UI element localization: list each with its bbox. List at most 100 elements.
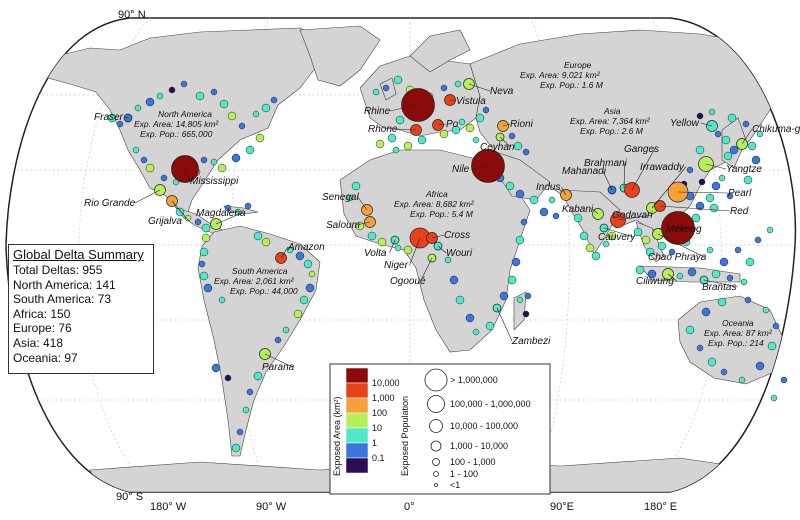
region-name: South America — [232, 266, 288, 276]
delta-marker — [585, 243, 595, 253]
delta-marker — [458, 118, 466, 126]
delta-marker — [770, 394, 778, 402]
delta-marker — [513, 141, 523, 151]
delta-label-yellow: Yellow — [670, 118, 700, 129]
delta-marker — [499, 291, 509, 301]
global-delta-summary: Global Delta Summary Total Deltas: 955 N… — [8, 244, 154, 374]
delta-marker — [394, 244, 402, 252]
delta-marker — [767, 341, 777, 351]
delta-marker — [440, 84, 448, 92]
delta-marker — [346, 194, 354, 202]
delta-marker — [520, 218, 528, 226]
summary-row-oceania: Oceania: 97 — [13, 350, 78, 365]
delta-label-rioni: Rioni — [510, 119, 534, 130]
legend-pop-circle — [429, 419, 443, 433]
delta-marker — [472, 328, 480, 336]
legend-pop-label: 1 - 100 — [450, 469, 478, 479]
delta-leader — [496, 307, 513, 342]
africa — [339, 149, 531, 353]
delta-marker — [635, 265, 645, 275]
legend-population-scale: > 1,000,000 100,000 - 1,000,000 10,000 - 1… — [424, 368, 531, 490]
delta-marker — [719, 257, 729, 267]
delta-label-brantas: Brantas — [702, 282, 736, 293]
delta-marker — [657, 241, 667, 251]
delta-marker — [475, 113, 485, 123]
delta-marker — [252, 110, 260, 118]
delta-leader — [700, 122, 713, 127]
region-pop: Exp. Pop.: 5.4 M — [410, 209, 474, 219]
delta-label-rhone: Rhone — [368, 124, 398, 135]
delta-marker — [217, 163, 227, 173]
delta-marker — [403, 245, 413, 255]
delta-marker — [711, 269, 721, 279]
region-asia: Asia Exp. Area: 7,364 km² Exp. Pop.: 2.6… — [570, 106, 651, 136]
delta-leader — [449, 99, 457, 102]
delta-marker — [242, 406, 250, 414]
legend-area-swatch — [345, 367, 369, 384]
delta-marker — [261, 237, 271, 247]
madagascar — [513, 291, 527, 331]
delta-marker — [726, 192, 734, 200]
delta-marker — [641, 235, 651, 245]
delta-marker — [372, 88, 380, 96]
region-name: North America — [158, 109, 212, 119]
delta-label-senegal: Senegal — [322, 192, 359, 203]
delta-marker — [780, 376, 788, 384]
region-summaries: North America Exp. Area: 14,805 km² Exp.… — [134, 60, 773, 348]
delta-marker — [695, 145, 705, 155]
delta-marker — [762, 306, 770, 314]
delta-marker — [711, 181, 721, 191]
delta-marker — [231, 443, 241, 453]
delta-marker — [729, 145, 739, 155]
legend-area-swatch — [345, 382, 369, 399]
delta-marker — [515, 235, 525, 245]
delta-marker — [156, 92, 164, 100]
delta-marker — [377, 237, 387, 247]
region-pop: Exp. Pop.: 2.6 M — [580, 126, 644, 136]
delta-marker — [508, 132, 516, 140]
region-area: Exp. Area: 14,805 km² — [134, 119, 219, 129]
delta-leader — [437, 123, 447, 126]
delta-marker — [224, 204, 232, 212]
summary-row-africa: Africa: 150 — [13, 306, 71, 321]
delta-label-cauvery: Cauvery — [598, 232, 636, 243]
delta-marker — [444, 256, 452, 264]
delta-marker — [718, 174, 726, 182]
delta-marker — [591, 251, 601, 261]
delta-marker — [168, 86, 176, 94]
legend-area-label: 10,000 — [372, 378, 400, 388]
delta-marker — [742, 120, 750, 128]
delta-marker — [211, 363, 221, 373]
delta-leader — [603, 227, 634, 238]
delta-marker — [227, 111, 237, 121]
region-africa: Africa Exp. Area: 8,682 km² Exp. Pop.: 5… — [394, 189, 475, 219]
delta-marker — [529, 195, 539, 205]
region-area: Exp. Area: 87 km² — [704, 328, 773, 338]
delta-leader — [499, 136, 511, 148]
delta-label-niger: Niger — [384, 260, 409, 271]
delta-marker — [515, 189, 525, 199]
delta-leader — [561, 186, 567, 196]
delta-marker — [766, 226, 774, 234]
delta-label-mahanadi: Mahanadi — [562, 166, 607, 177]
delta-marker — [465, 313, 475, 323]
region-name: Asia — [603, 106, 621, 116]
delta-marker — [180, 80, 188, 88]
delta-marker — [579, 231, 589, 241]
delta-marker — [465, 123, 475, 133]
legend-area-swatch — [345, 397, 369, 414]
legend-pop-circle — [427, 395, 445, 413]
delta-marker — [236, 428, 244, 436]
delta-marker — [647, 269, 657, 279]
delta-marker — [602, 240, 610, 248]
delta-marker — [717, 297, 727, 307]
delta-marker — [198, 260, 206, 268]
delta-label-chikuma-gawa: Chikuma-gawa — [752, 124, 800, 135]
delta-marker — [455, 295, 465, 305]
delta-marker — [685, 325, 695, 335]
legend-area-label: 1 — [372, 438, 377, 448]
delta-leader — [592, 208, 599, 215]
delta-marker — [723, 151, 733, 161]
delta-marker — [439, 129, 449, 139]
lon-label-90e: 90°E — [550, 501, 574, 513]
